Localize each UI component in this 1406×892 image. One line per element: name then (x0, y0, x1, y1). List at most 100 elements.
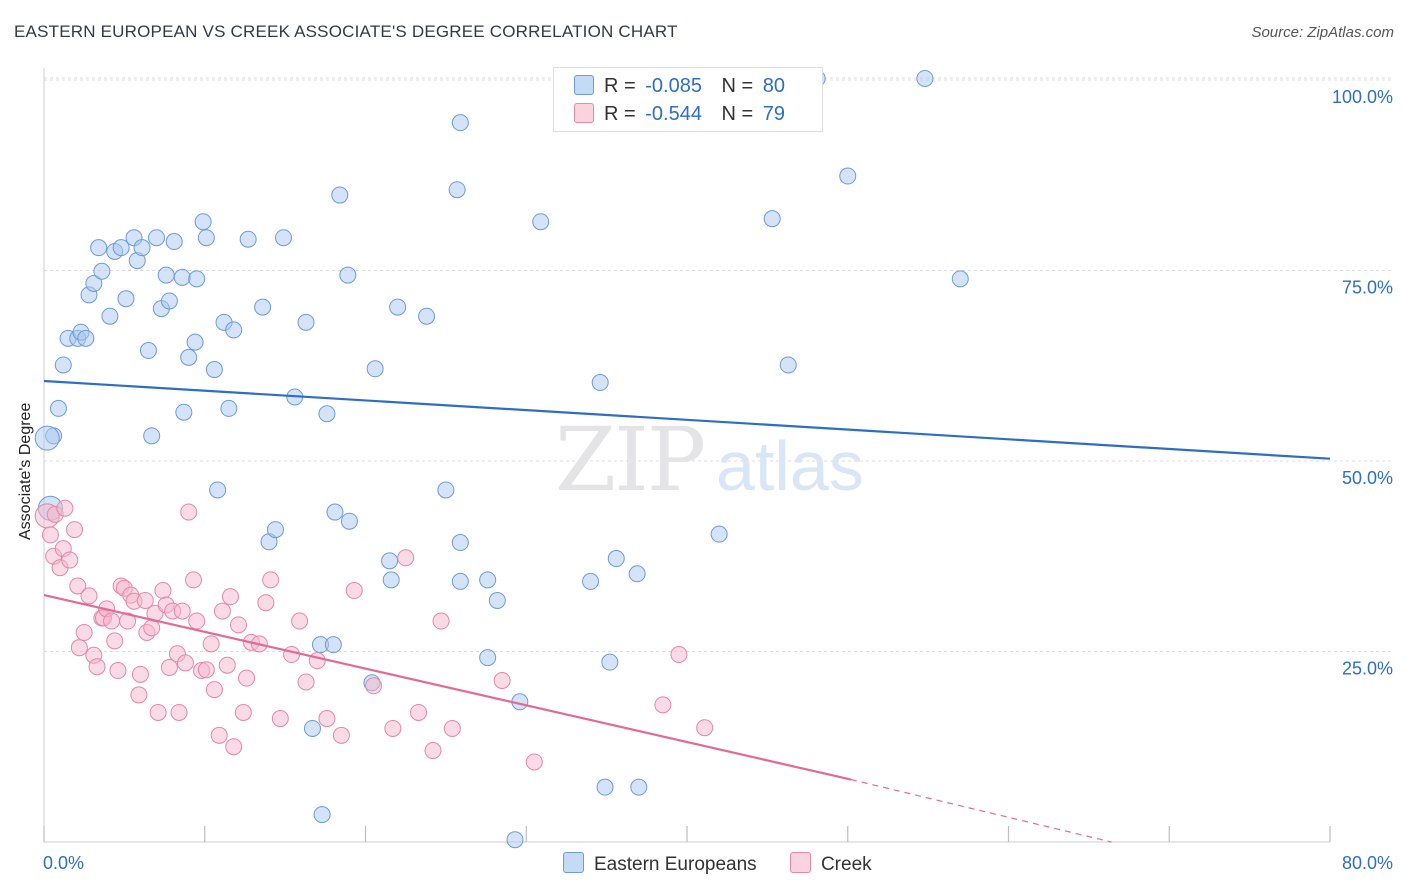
creek-point (365, 677, 383, 695)
creek-point (297, 673, 315, 691)
creek-point (257, 594, 275, 612)
legend-r-label: R = (604, 75, 636, 97)
creek-point (225, 738, 243, 756)
eastern-point (133, 239, 151, 257)
eastern-point (591, 374, 609, 392)
eastern-point (916, 69, 934, 87)
eastern-point (275, 229, 293, 247)
eastern-point (139, 342, 157, 360)
eastern-point (324, 636, 342, 654)
eastern-point (49, 399, 67, 417)
legend-label-eastern: Eastern Europeans (594, 854, 757, 875)
eastern-point (451, 114, 469, 132)
eastern-point (220, 399, 238, 417)
legend-r-value: -0.544 (645, 103, 702, 125)
eastern-point (175, 403, 193, 421)
eastern-point (34, 425, 60, 451)
creek-point (56, 499, 74, 517)
legend-n-label: N = (721, 75, 754, 97)
creek-point (70, 639, 88, 657)
creek-point (696, 719, 714, 737)
creek-point (131, 665, 149, 683)
creek-point (397, 549, 415, 567)
legend-item-creek[interactable]: Creek (789, 852, 872, 876)
creek-point (41, 526, 59, 544)
creek-point (170, 703, 188, 721)
legend-n-value: 79 (762, 103, 786, 125)
creek-point (149, 703, 167, 721)
eastern-point (303, 719, 321, 737)
creek-point (180, 503, 198, 521)
eastern-point (763, 210, 781, 228)
series-legend: Eastern Europeans Creek (563, 852, 900, 876)
eastern-point (479, 571, 497, 589)
creek-point (210, 726, 228, 744)
eastern-point (225, 321, 243, 339)
eastern-point (628, 565, 646, 583)
creek-point (109, 662, 127, 680)
creek-point (80, 587, 98, 605)
legend-n-label: N = (721, 103, 754, 125)
creek-point (238, 669, 256, 687)
eastern-point (205, 361, 223, 379)
legend-item-eastern-europeans[interactable]: Eastern Europeans (563, 852, 757, 876)
eastern-point (630, 778, 648, 796)
x-tick-label: 0.0% (43, 853, 84, 873)
legend-swatch-creek (574, 103, 594, 123)
eastern-point (165, 233, 183, 251)
creek-point (205, 681, 223, 699)
creek-point (154, 582, 172, 600)
source-credit: Source: ZipAtlas.com (1251, 24, 1394, 41)
eastern-point (339, 266, 357, 284)
trend-line-creek (43, 594, 852, 781)
gridlines (44, 77, 1392, 652)
eastern-point (448, 181, 466, 199)
eastern-point (239, 230, 257, 248)
creek-point (69, 577, 87, 595)
data-points (34, 69, 969, 849)
creek-point (230, 616, 248, 634)
eastern-point (180, 348, 198, 366)
creek-point (88, 658, 106, 676)
legend-swatch-eastern (574, 75, 594, 95)
creek-point (234, 703, 252, 721)
creek-point (221, 588, 239, 606)
creek-point (332, 726, 350, 744)
creek-point (136, 591, 154, 609)
legend-swatch-eastern (563, 852, 584, 873)
creek-point (291, 612, 309, 630)
legend-row-eastern: R = -0.085 N = 80 (574, 75, 785, 98)
creek-point (197, 661, 215, 679)
y-axis-label: Associate's Degree (17, 402, 34, 540)
creek-point (670, 646, 688, 664)
creek-point (218, 656, 236, 674)
eastern-point (839, 167, 857, 185)
y-tick-label: 75.0% (1342, 278, 1393, 298)
series-eastern-europeans (34, 69, 969, 849)
eastern-point (451, 572, 469, 590)
eastern-point (607, 550, 625, 568)
eastern-point (437, 481, 455, 499)
creek-point (176, 654, 194, 672)
legend-swatch-creek (789, 852, 811, 873)
creek-point (384, 719, 402, 737)
creek-point (143, 619, 161, 637)
eastern-point (209, 481, 227, 499)
eastern-point (601, 653, 619, 671)
creek-point (213, 602, 231, 620)
creek-point (75, 623, 93, 641)
eastern-point (85, 274, 103, 292)
eastern-point (197, 229, 215, 247)
eastern-point (93, 262, 111, 280)
eastern-point (148, 229, 166, 247)
creek-point (262, 571, 280, 589)
eastern-point (160, 292, 178, 310)
creek-point (160, 659, 178, 677)
trend-line-creek-extension (850, 778, 1112, 843)
creek-point (173, 602, 191, 620)
eastern-point (194, 213, 212, 231)
eastern-point (488, 591, 506, 609)
creek-point (308, 652, 326, 670)
legend-r-label: R = (604, 103, 636, 125)
